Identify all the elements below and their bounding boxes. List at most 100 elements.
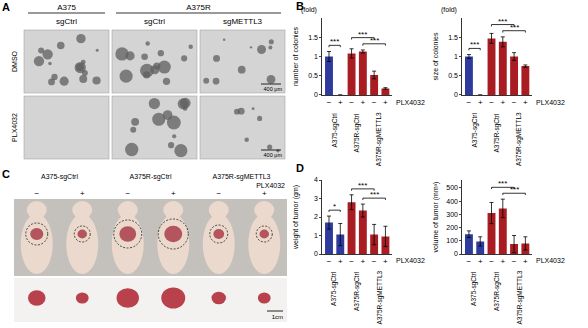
svg-text:PLX4032: PLX4032: [11, 113, 18, 142]
svg-text:−: −: [467, 257, 472, 266]
svg-text:***: ***: [498, 17, 507, 26]
svg-text:D: D: [296, 162, 304, 174]
svg-text:size of colonies: size of colonies: [432, 32, 439, 80]
svg-text:A375R-sgMETTL3: A375R-sgMETTL3: [516, 270, 524, 324]
svg-text:+: +: [361, 98, 366, 107]
svg-text:−: −: [489, 257, 494, 266]
svg-text:A375R-sgCtrl: A375R-sgCtrl: [129, 173, 171, 181]
svg-text:+: +: [523, 98, 528, 107]
svg-text:A375-sgCtrl: A375-sgCtrl: [330, 271, 338, 306]
svg-text:A375R-sgMETTL3: A375R-sgMETTL3: [515, 112, 523, 166]
svg-text:400 μm: 400 μm: [264, 86, 283, 92]
svg-text:A375-sgCtrl: A375-sgCtrl: [331, 113, 339, 148]
svg-text:−: −: [34, 189, 39, 198]
svg-text:+: +: [500, 257, 505, 266]
svg-text:***: ***: [358, 181, 367, 190]
svg-text:−: −: [349, 98, 354, 107]
svg-text:0: 0: [454, 91, 458, 98]
svg-text:A375R-sgMETTL3: A375R-sgMETTL3: [376, 270, 384, 324]
svg-text:+: +: [80, 189, 85, 198]
svg-text:+: +: [383, 257, 388, 266]
svg-text:***: ***: [358, 30, 367, 39]
svg-text:***: ***: [498, 179, 507, 188]
svg-text:+: +: [478, 257, 483, 266]
svg-text:A375R-sgMETTL3: A375R-sgMETTL3: [375, 112, 383, 166]
svg-text:1.5: 1.5: [308, 34, 318, 41]
svg-text:−: −: [512, 98, 517, 107]
svg-text:DMSO: DMSO: [11, 50, 18, 72]
svg-text:A375R-sgMETTL3: A375R-sgMETTL3: [213, 173, 271, 181]
svg-text:0: 0: [454, 250, 458, 257]
svg-text:−: −: [372, 98, 377, 107]
svg-text:+: +: [361, 257, 366, 266]
svg-text:−: −: [512, 257, 517, 266]
svg-text:A375-sgCtrl: A375-sgCtrl: [471, 113, 479, 148]
svg-text:400 μm: 400 μm: [264, 152, 283, 158]
svg-text:−: −: [489, 98, 494, 107]
svg-text:***: ***: [370, 190, 379, 199]
svg-text:(fold): (fold): [301, 6, 317, 14]
svg-text:sgCtrl: sgCtrl: [56, 17, 77, 26]
svg-text:1.5: 1.5: [448, 34, 458, 41]
svg-text:−: −: [125, 189, 130, 198]
svg-text:1cm: 1cm: [272, 314, 283, 320]
svg-text:A375: A375: [57, 3, 76, 12]
svg-text:sgCtrl: sgCtrl: [144, 17, 165, 26]
svg-text:200: 200: [446, 224, 458, 231]
svg-text:B: B: [296, 0, 304, 12]
svg-text:−: −: [372, 257, 377, 266]
svg-text:***: ***: [370, 36, 379, 45]
svg-text:A375R-sgCtrl: A375R-sgCtrl: [493, 113, 501, 153]
svg-text:300: 300: [446, 211, 458, 218]
svg-text:1: 1: [314, 232, 318, 239]
svg-text:+: +: [478, 98, 483, 107]
svg-text:0.5: 0.5: [448, 72, 458, 79]
svg-text:+: +: [338, 257, 343, 266]
svg-text:sgMETTL3: sgMETTL3: [223, 17, 263, 26]
svg-text:+: +: [171, 189, 176, 198]
svg-text:PLX4032: PLX4032: [396, 257, 425, 264]
svg-text:A375R-sgCtrl: A375R-sgCtrl: [353, 113, 361, 153]
svg-text:weight of tumor (gm): weight of tumor (gm): [292, 185, 300, 250]
svg-text:*: *: [333, 202, 336, 211]
svg-text:1: 1: [314, 53, 318, 60]
svg-text:A375-sgCtrl: A375-sgCtrl: [470, 271, 478, 306]
svg-text:+: +: [523, 257, 528, 266]
svg-text:***: ***: [510, 185, 519, 194]
svg-text:500: 500: [446, 184, 458, 191]
svg-text:PLX4032: PLX4032: [256, 182, 285, 189]
svg-text:C: C: [2, 168, 10, 180]
svg-text:+: +: [262, 189, 267, 198]
svg-text:***: ***: [330, 37, 339, 46]
svg-text:0: 0: [314, 250, 318, 257]
svg-text:100: 100: [446, 237, 458, 244]
svg-text:A375-sgCtrl: A375-sgCtrl: [41, 173, 78, 181]
svg-text:PLX4032: PLX4032: [396, 99, 425, 106]
svg-text:A: A: [2, 1, 10, 13]
svg-text:***: ***: [470, 40, 479, 49]
svg-text:3: 3: [314, 195, 318, 202]
svg-text:A375R: A375R: [186, 3, 211, 12]
svg-text:A375R-sgCtrl: A375R-sgCtrl: [493, 271, 501, 311]
svg-text:−: −: [327, 257, 332, 266]
svg-text:0: 0: [314, 91, 318, 98]
svg-text:−: −: [467, 98, 472, 107]
svg-text:+: +: [383, 98, 388, 107]
svg-text:A375R-sgCtrl: A375R-sgCtrl: [353, 271, 361, 311]
svg-text:0.5: 0.5: [308, 72, 318, 79]
svg-text:number of colonies: number of colonies: [292, 26, 299, 86]
svg-text:4: 4: [314, 176, 318, 183]
svg-text:−: −: [349, 257, 354, 266]
svg-text:400: 400: [446, 198, 458, 205]
svg-text:2: 2: [314, 213, 318, 220]
svg-text:volume of tumor (mm³): volume of tumor (mm³): [432, 182, 440, 253]
svg-text:−: −: [216, 189, 221, 198]
svg-text:+: +: [500, 98, 505, 107]
svg-text:−: −: [327, 98, 332, 107]
svg-text:PLX4032: PLX4032: [536, 99, 565, 106]
svg-text:(fold): (fold): [441, 6, 457, 14]
svg-text:1: 1: [454, 53, 458, 60]
svg-text:***: ***: [510, 23, 519, 32]
svg-text:+: +: [338, 98, 343, 107]
svg-text:PLX4032: PLX4032: [536, 257, 565, 264]
